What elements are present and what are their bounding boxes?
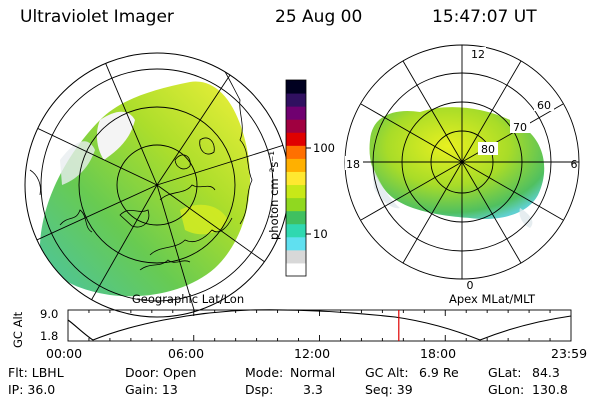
colorbar-cell bbox=[286, 171, 306, 186]
aurora-image-geographic bbox=[40, 81, 251, 297]
xtick-2359: 23:59 bbox=[551, 346, 588, 361]
alt-ytick-1.8: 1.8 bbox=[40, 329, 58, 343]
colorbar-cell bbox=[286, 119, 306, 133]
colorbar-cell bbox=[286, 93, 306, 107]
geographic-label: Geographic Lat/Lon bbox=[132, 292, 244, 306]
ip-info: IP: 36.0 bbox=[8, 382, 56, 397]
lat-80-label: 80 bbox=[481, 143, 495, 156]
mlt-6-label: 6 bbox=[571, 158, 578, 171]
apex-map: 12 18 6 0 60 70 80 bbox=[344, 44, 580, 292]
geographic-map bbox=[24, 52, 290, 318]
glon-label: GLon: bbox=[488, 382, 525, 397]
colorbar-cell bbox=[286, 106, 306, 120]
filter-info: Flt: LBHL bbox=[8, 365, 64, 380]
alt-ylabel: GC Alt bbox=[11, 311, 25, 348]
dsp-label: Dsp: bbox=[245, 382, 274, 397]
colorbar-cell bbox=[286, 262, 306, 277]
colorbar-tick-10: 10 bbox=[313, 227, 328, 241]
lat-60-label: 60 bbox=[537, 99, 551, 112]
colorbar-cell bbox=[286, 223, 306, 238]
gcalt-label: GC Alt: bbox=[365, 365, 409, 380]
mode-label: Mode: bbox=[245, 365, 284, 380]
xtick-0000: 00:00 bbox=[46, 346, 83, 361]
instrument-title: Ultraviolet Imager bbox=[20, 7, 174, 27]
dsp-value: 3.3 bbox=[303, 382, 323, 397]
colorbar-cell bbox=[286, 249, 306, 264]
colorbar-cell bbox=[286, 197, 306, 212]
colorbar-unit-label: photon cm⁻²s⁻¹ bbox=[267, 151, 281, 240]
glat-value: 84.3 bbox=[532, 365, 560, 380]
date-label: 25 Aug 00 bbox=[275, 7, 363, 27]
colorbar-tick-100: 100 bbox=[313, 141, 335, 155]
mlt-18-label: 18 bbox=[346, 158, 360, 171]
apex-label: Apex MLat/MLT bbox=[449, 292, 536, 306]
xtick-0600: 06:00 bbox=[168, 346, 205, 361]
mlt-12-label: 12 bbox=[471, 48, 485, 61]
time-label: 15:47:07 UT bbox=[432, 7, 537, 27]
lat-70-label: 70 bbox=[513, 121, 527, 134]
gcalt-value: 6.9 Re bbox=[419, 365, 459, 380]
lon-grid bbox=[25, 53, 289, 317]
colorbar-cell bbox=[286, 158, 306, 172]
mlt-0-label: 0 bbox=[467, 279, 474, 292]
colorbar-cell bbox=[286, 184, 306, 199]
colorbar-cell bbox=[286, 145, 306, 159]
glon-value: 130.8 bbox=[532, 382, 568, 397]
mode-value: Normal bbox=[290, 365, 336, 380]
alt-ytick-9: 9.0 bbox=[40, 307, 58, 321]
door-info: Door: Open bbox=[125, 365, 197, 380]
seq-info: Seq: 39 bbox=[365, 382, 413, 397]
colorbar-cell bbox=[286, 80, 306, 94]
gain-info: Gain: 13 bbox=[125, 382, 178, 397]
altitude-plot: 9.0 1.8 GC Alt bbox=[11, 307, 572, 348]
colorbar-cell bbox=[286, 210, 306, 225]
aurora-oval-apex bbox=[369, 107, 545, 220]
colorbar-cell bbox=[286, 236, 306, 251]
altitude-curve bbox=[67, 309, 572, 341]
colorbar: 100 10 photon cm⁻²s⁻¹ bbox=[267, 79, 335, 277]
colorbar-cell bbox=[286, 132, 306, 146]
xtick-1800: 18:00 bbox=[420, 346, 457, 361]
glat-label: GLat: bbox=[488, 365, 522, 380]
xtick-1200: 12:00 bbox=[294, 346, 331, 361]
lat-grid bbox=[40, 68, 274, 302]
